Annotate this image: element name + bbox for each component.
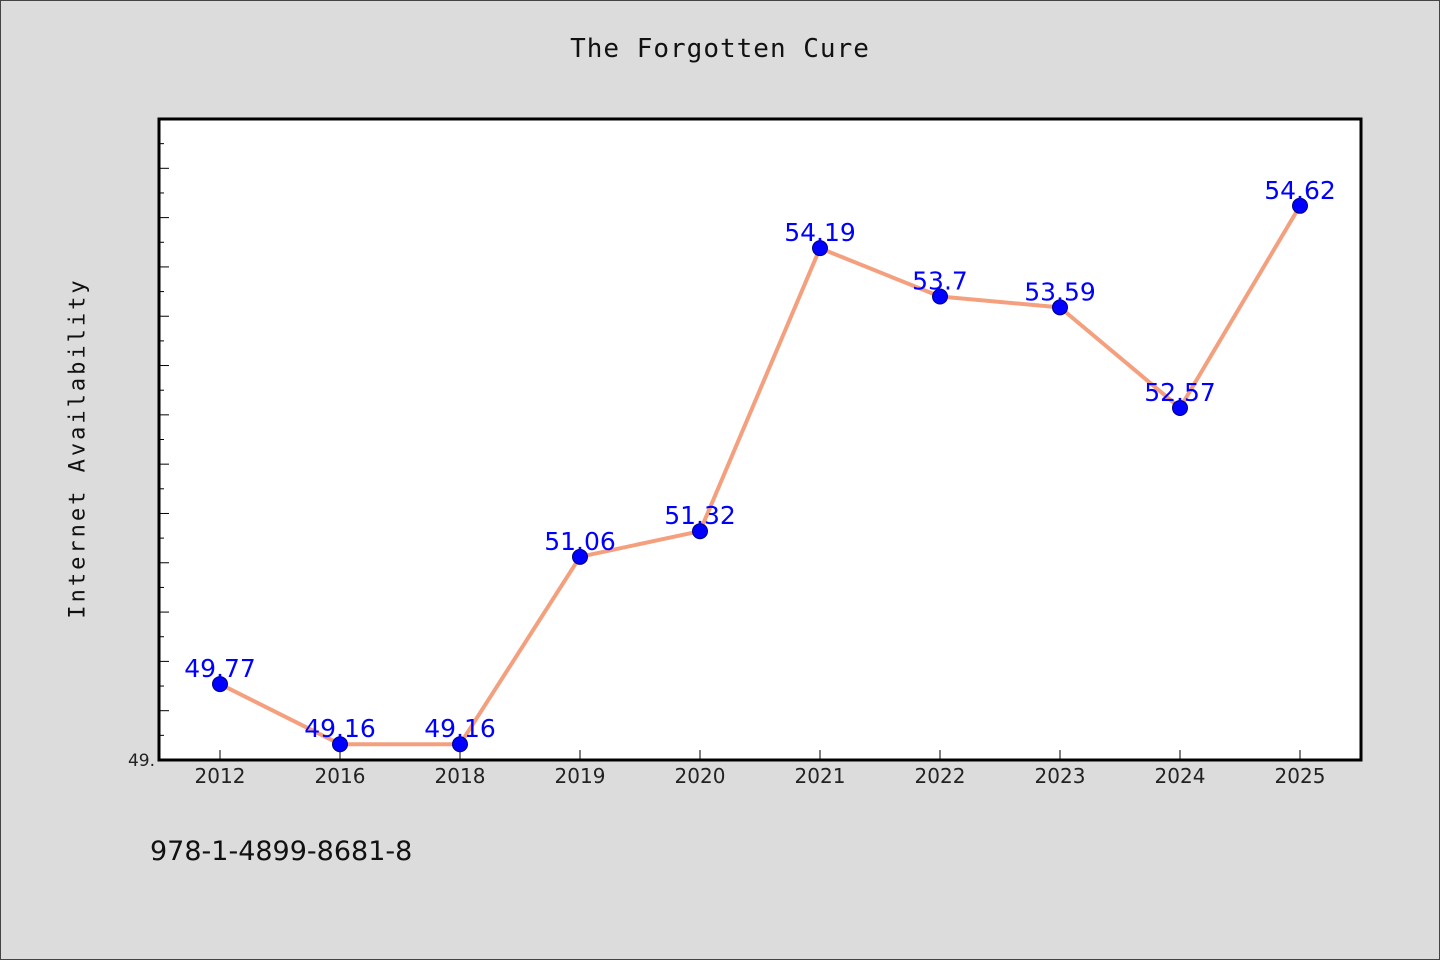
data-label: 53.59	[1024, 277, 1096, 306]
y-tick-label: 49.	[128, 751, 155, 771]
x-tick-label: 2016	[315, 764, 366, 788]
data-label: 49.16	[424, 714, 496, 743]
x-tick-label: 2018	[435, 764, 486, 788]
data-point	[1172, 399, 1188, 416]
series-markers	[212, 197, 1308, 753]
data-label: 54.19	[784, 218, 856, 247]
data-point	[452, 736, 468, 753]
data-point	[812, 240, 828, 257]
x-tick-label: 2022	[915, 764, 966, 788]
x-tick-label: 2012	[195, 764, 246, 788]
data-point	[212, 676, 228, 693]
data-labels: 49.77 49.16 49.16 51.06 51.32 54.19 53.7 53.59 5…	[184, 176, 1336, 743]
x-tick-label: 2019	[555, 764, 606, 788]
data-label: 54.62	[1264, 176, 1336, 205]
y-axis-tick-labels: 49.	[128, 751, 155, 771]
series-line	[219, 204, 1302, 747]
x-axis-tick-labels: 2012 2016 2018 2019 2020 2021 2022 2023 2024 2025	[195, 764, 1326, 788]
x-tick-label: 2023	[1035, 764, 1086, 788]
data-label: 52.57	[1144, 378, 1216, 407]
x-tick-label: 2024	[1155, 764, 1206, 788]
isbn-text: 978-1-4899-8681-8	[150, 836, 413, 867]
data-point	[932, 288, 948, 305]
data-point	[332, 736, 348, 753]
data-label: 53.7	[912, 267, 968, 296]
data-point	[692, 523, 708, 540]
data-point	[1292, 197, 1308, 214]
data-point	[572, 548, 588, 565]
x-tick-label: 2020	[675, 764, 726, 788]
data-label: 51.32	[664, 501, 736, 530]
y-axis-ticks	[159, 118, 169, 761]
x-tick-label: 2021	[795, 764, 846, 788]
data-point	[1052, 299, 1068, 316]
chart-title: The Forgotten Cure	[570, 34, 870, 64]
data-label: 51.06	[544, 527, 616, 556]
x-tick-label: 2025	[1275, 764, 1326, 788]
plot-area	[157, 117, 1363, 762]
data-label: 49.16	[304, 714, 376, 743]
data-label: 49.77	[184, 654, 256, 683]
x-axis-ticks	[219, 750, 1301, 760]
